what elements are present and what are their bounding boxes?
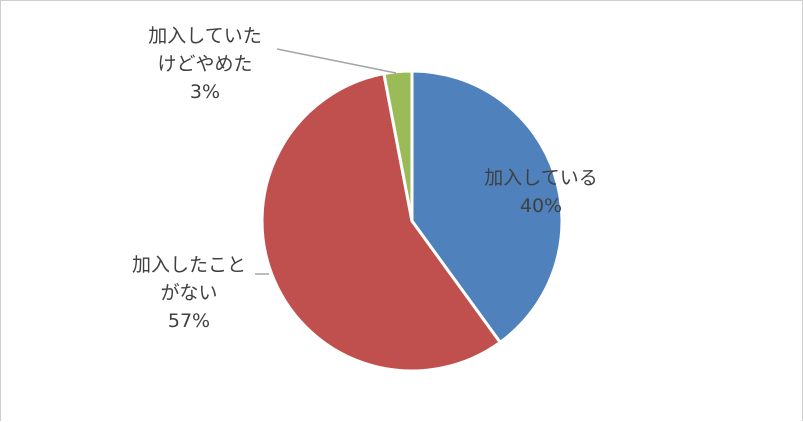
slice-category-label: がない bbox=[160, 282, 217, 304]
slice-category-label: 加入している bbox=[484, 167, 597, 189]
slice-category-label: 加入したこと bbox=[132, 254, 246, 276]
slice-category-label: 加入していた bbox=[148, 25, 261, 47]
pie-slice bbox=[410, 69, 564, 344]
leader-line bbox=[276, 48, 397, 74]
pie-slices bbox=[260, 69, 564, 373]
slice-value-label: 57% bbox=[168, 310, 210, 332]
leader-lines bbox=[255, 48, 397, 275]
slice-value-label: 40% bbox=[520, 195, 562, 217]
pie-slice bbox=[260, 72, 502, 373]
pie-slice bbox=[382, 69, 414, 223]
slice-category-label: けどやめた bbox=[157, 53, 252, 75]
slice-value-label: 3% bbox=[190, 81, 220, 103]
